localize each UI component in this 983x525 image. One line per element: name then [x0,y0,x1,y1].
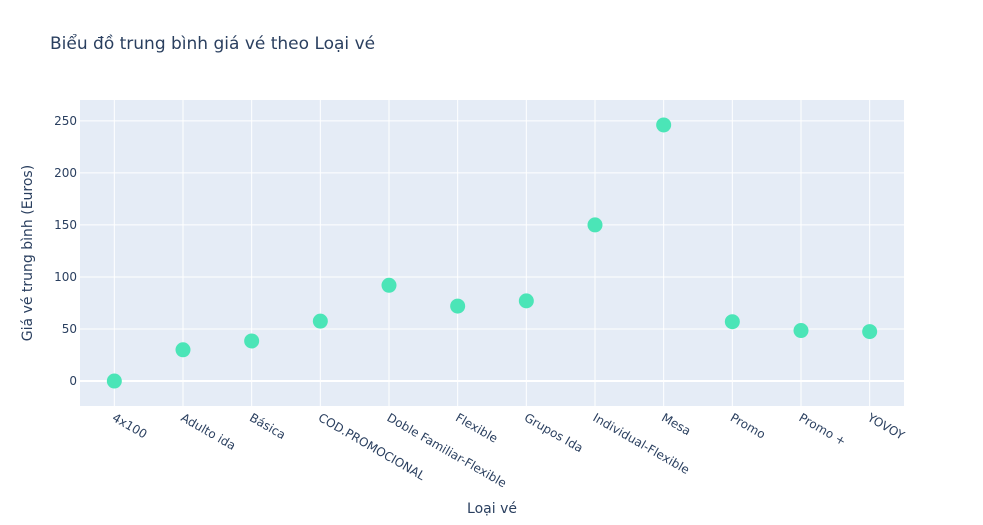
data-point[interactable] [793,323,809,339]
x-tick-label: Adulto ida [179,410,239,452]
x-tick-label: Básica [247,410,288,442]
y-axis-title: Giá vé trung bình (Euros) [20,165,36,341]
x-tick-label: Promo [728,410,768,441]
data-point[interactable] [862,324,878,340]
y-tick-label: 50 [62,322,77,336]
data-point[interactable] [381,277,397,293]
data-point[interactable] [587,217,603,233]
x-tick-label: Doble Familiar-Flexible [385,410,509,490]
y-tick-label: 150 [54,218,77,232]
x-tick-label: YOVOY [864,410,907,443]
grid-lines [80,100,904,406]
data-point[interactable] [450,298,466,314]
y-tick-label: 100 [54,270,77,284]
data-point[interactable] [724,314,740,330]
data-point[interactable] [312,313,328,329]
data-point[interactable] [656,117,672,133]
data-point[interactable] [244,333,260,349]
data-point[interactable] [518,293,534,309]
data-point[interactable] [175,342,191,358]
y-axis-ticks: 0 50 100 150 200 250 [54,114,77,388]
data-point[interactable] [106,373,122,389]
x-tick-label: Flexible [453,410,500,445]
x-tick-label: Grupos Ida [522,410,586,455]
plot-area [80,100,904,406]
x-tick-label: Promo + [797,410,849,448]
data-points [106,117,878,389]
x-axis-title: Loại vé [467,501,517,517]
y-tick-label: 250 [54,114,77,128]
chart-title: Biểu đồ trung bình giá vé theo Loại vé [50,34,376,54]
y-tick-label: 0 [69,374,77,388]
y-tick-label: 200 [54,166,77,180]
x-tick-label: Mesa [659,410,693,438]
x-tick-label: 4x100 [110,410,150,441]
x-axis-ticks: 4x100 Adulto ida Básica COD.PROMOCIONALDobl… [110,410,908,490]
